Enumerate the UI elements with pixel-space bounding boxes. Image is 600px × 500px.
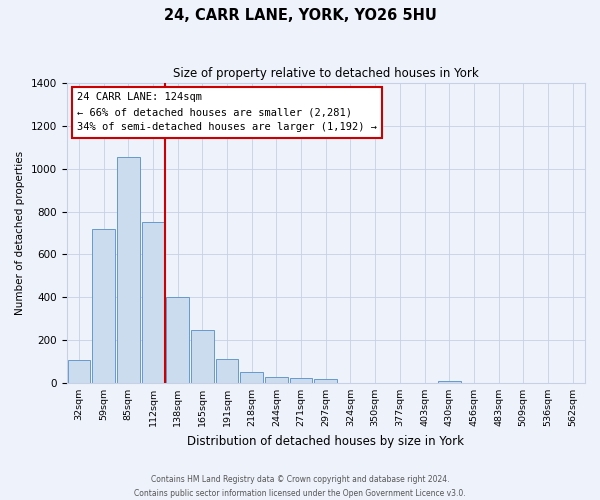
Text: Contains HM Land Registry data © Crown copyright and database right 2024.
Contai: Contains HM Land Registry data © Crown c… — [134, 476, 466, 498]
Bar — [438, 381, 461, 383]
Y-axis label: Number of detached properties: Number of detached properties — [15, 151, 25, 315]
Bar — [117, 157, 140, 383]
Bar — [290, 378, 313, 383]
Bar — [265, 377, 288, 383]
Bar — [191, 330, 214, 383]
Bar — [142, 222, 164, 383]
X-axis label: Distribution of detached houses by size in York: Distribution of detached houses by size … — [187, 434, 464, 448]
Bar — [314, 378, 337, 383]
Title: Size of property relative to detached houses in York: Size of property relative to detached ho… — [173, 68, 479, 80]
Bar — [68, 360, 90, 383]
Bar — [241, 372, 263, 383]
Bar — [215, 360, 238, 383]
Bar — [166, 298, 189, 383]
Text: 24 CARR LANE: 124sqm
← 66% of detached houses are smaller (2,281)
34% of semi-de: 24 CARR LANE: 124sqm ← 66% of detached h… — [77, 92, 377, 132]
Text: 24, CARR LANE, YORK, YO26 5HU: 24, CARR LANE, YORK, YO26 5HU — [164, 8, 436, 22]
Bar — [92, 228, 115, 383]
